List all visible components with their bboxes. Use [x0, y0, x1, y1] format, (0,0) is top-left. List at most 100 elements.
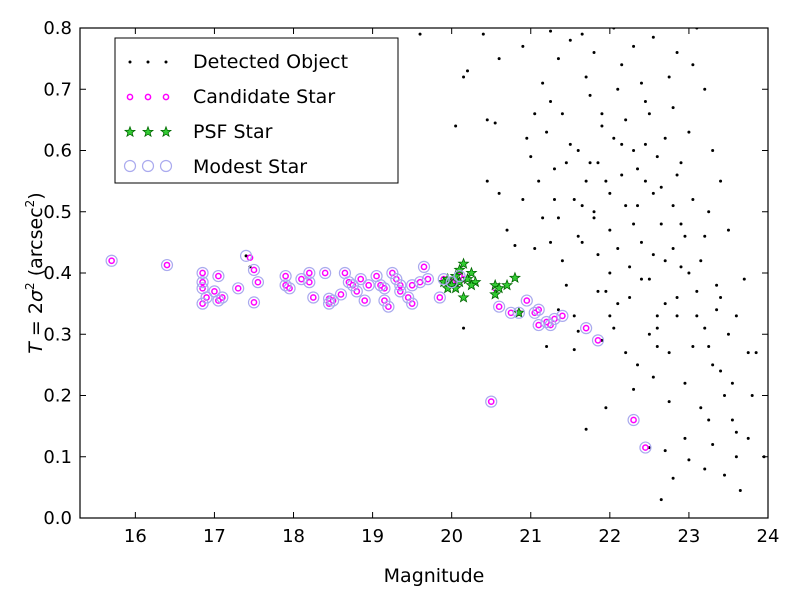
- dot-point: [600, 112, 604, 116]
- ring-point: [282, 272, 289, 280]
- dot-point: [636, 363, 640, 367]
- dot-point: [655, 326, 659, 330]
- dot-point: [711, 149, 715, 152]
- legend-marker-circle: [159, 159, 173, 173]
- legend: Detected Object Candidate Star PSF Star …: [114, 37, 399, 184]
- series-3: [105, 249, 652, 454]
- dot-point: [730, 381, 734, 385]
- dot-point: [505, 228, 509, 232]
- ring-point: [305, 278, 313, 286]
- dot-point: [671, 476, 675, 480]
- circle-point: [627, 413, 640, 427]
- dot-point: [485, 118, 489, 122]
- dot-point: [636, 204, 640, 208]
- dot-point: [671, 106, 675, 110]
- circle-point: [350, 285, 363, 298]
- dot-point: [556, 308, 560, 312]
- dot-point: [711, 443, 715, 446]
- circle-point: [247, 263, 261, 277]
- dot-point: [588, 161, 592, 165]
- dot-point: [620, 142, 624, 146]
- star-point: [512, 306, 525, 318]
- dot-point: [454, 124, 458, 128]
- dot-point: [734, 314, 738, 318]
- dot-point: [643, 179, 647, 183]
- circle-point: [196, 297, 209, 310]
- dot-point: [663, 136, 667, 140]
- dot-point: [691, 63, 695, 67]
- circle-point: [307, 291, 320, 304]
- x-tick-label: 18: [282, 526, 305, 547]
- legend-label-modest: Modest Star: [193, 156, 307, 178]
- series-0: [244, 28, 766, 502]
- dot-point: [556, 57, 560, 61]
- dot-point: [533, 247, 537, 250]
- ring-point: [535, 321, 543, 329]
- dot-point: [556, 216, 560, 220]
- circle-point: [528, 306, 541, 319]
- dot-point: [576, 149, 580, 152]
- dot-point: [671, 247, 675, 250]
- ring-point: [199, 278, 206, 286]
- dot-point: [683, 436, 687, 440]
- circle-point: [544, 318, 557, 332]
- legend-marker-dot: [164, 60, 168, 64]
- dot-point: [719, 369, 723, 373]
- star-point: [465, 266, 478, 279]
- dot-point: [513, 243, 517, 247]
- y-tick-label: 0.0: [43, 508, 72, 529]
- dot-point: [691, 198, 695, 201]
- y-tick-label: 0.4: [43, 263, 72, 284]
- dot-point: [655, 345, 659, 348]
- dot-point: [560, 259, 564, 263]
- y-label-sup1: 2: [23, 282, 37, 290]
- dot-point: [651, 375, 655, 379]
- legend-marker-ring: [162, 93, 170, 101]
- dot-point: [584, 179, 588, 183]
- dot-point: [675, 173, 679, 177]
- dot-point: [651, 191, 655, 195]
- dot-point: [699, 259, 703, 263]
- dot-point: [549, 29, 553, 33]
- dot-point: [687, 130, 691, 134]
- circle-point: [303, 266, 316, 280]
- ring-point: [309, 294, 317, 301]
- star-point: [457, 291, 470, 303]
- dot-point: [719, 179, 723, 183]
- circle-point: [378, 294, 391, 307]
- dot-point: [608, 271, 612, 275]
- x-tick-label: 16: [124, 526, 147, 547]
- dot-point: [651, 253, 655, 257]
- dot-point: [742, 277, 746, 281]
- circle-point: [445, 276, 458, 289]
- dot-point: [568, 38, 572, 42]
- dot-point: [572, 198, 576, 201]
- dot-point: [687, 458, 691, 462]
- x-tick-label: 24: [757, 526, 780, 547]
- dot-point: [750, 394, 754, 397]
- dot-point: [620, 63, 624, 67]
- legend-label-detected: Detected Object: [193, 51, 348, 73]
- circle-point: [326, 294, 340, 307]
- circle-point: [386, 266, 399, 280]
- dot-point: [624, 351, 628, 355]
- dot-point: [703, 87, 707, 91]
- circle-point: [239, 249, 253, 262]
- dot-point: [707, 210, 711, 214]
- ring-point: [594, 337, 602, 344]
- dot-point: [636, 167, 640, 171]
- circle-point: [406, 279, 419, 292]
- circle-point: [378, 282, 391, 295]
- dot-point: [604, 406, 608, 410]
- star-point: [465, 278, 478, 291]
- x-axis-label: Magnitude: [384, 565, 485, 587]
- dot-point: [679, 265, 683, 269]
- dot-point: [703, 326, 707, 330]
- dot-point: [576, 329, 580, 333]
- y-tick-label: 0.7: [43, 79, 72, 100]
- circle-point: [251, 276, 265, 289]
- circle-point: [433, 291, 446, 304]
- dot-point: [481, 32, 485, 36]
- dot-point: [537, 179, 541, 183]
